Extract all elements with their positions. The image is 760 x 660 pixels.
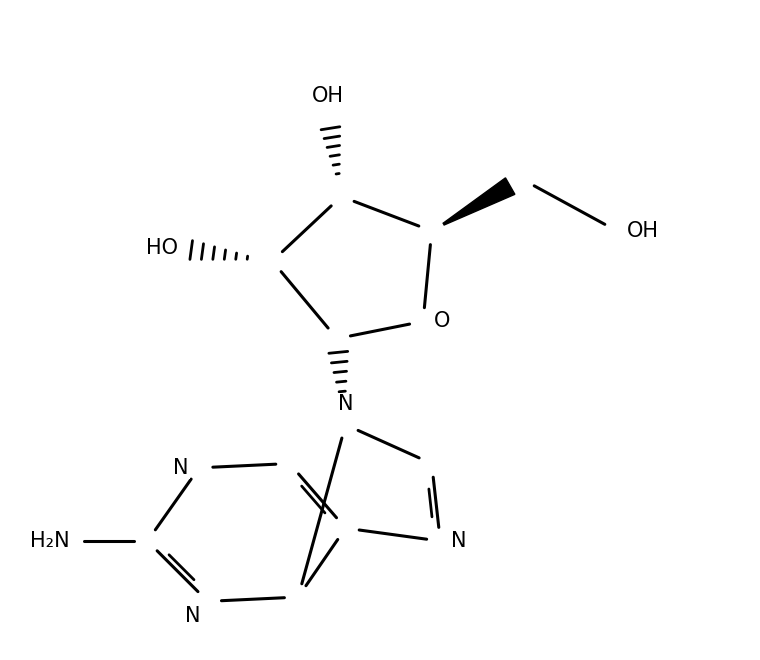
- Text: OH: OH: [627, 221, 659, 241]
- Text: HO: HO: [146, 238, 178, 258]
- Text: N: N: [173, 458, 188, 478]
- Text: N: N: [185, 606, 201, 626]
- Text: N: N: [451, 531, 466, 551]
- Text: OH: OH: [312, 86, 344, 106]
- Text: N: N: [337, 395, 353, 414]
- Text: H₂N: H₂N: [30, 531, 70, 551]
- Polygon shape: [443, 178, 515, 225]
- Text: O: O: [433, 312, 450, 331]
